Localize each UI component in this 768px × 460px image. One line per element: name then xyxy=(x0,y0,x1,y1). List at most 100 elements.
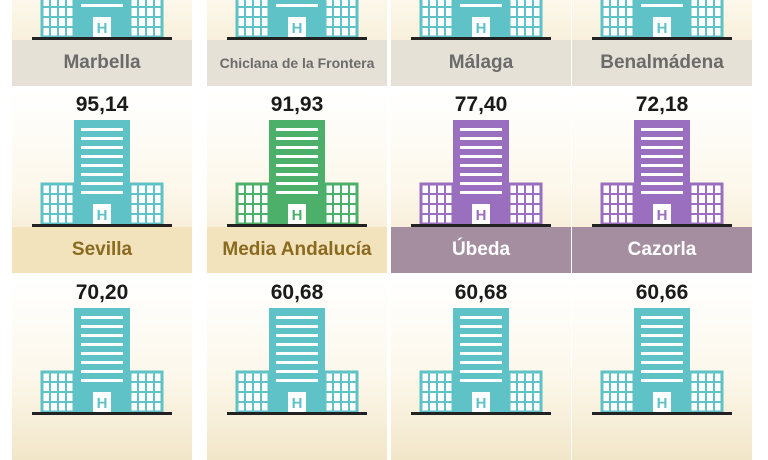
side-wing xyxy=(40,182,76,226)
window-stripe xyxy=(276,146,318,149)
door xyxy=(93,17,111,37)
value-label: 91,93 xyxy=(270,93,324,116)
side-wing xyxy=(419,0,455,39)
hotel-building-icon: H xyxy=(235,308,359,414)
ground-line xyxy=(592,412,732,415)
window-stripe xyxy=(641,316,683,319)
ground-line xyxy=(411,37,551,40)
window-stripe xyxy=(276,173,318,176)
door xyxy=(653,204,671,224)
hotel-building-icon: H xyxy=(419,0,543,39)
hotel-building-icon: H xyxy=(235,0,359,39)
side-wing xyxy=(688,182,724,226)
window-stripe xyxy=(276,334,318,337)
value-label: 60,68 xyxy=(454,281,508,304)
building-graphic: H xyxy=(419,308,543,414)
city-label: Marbella xyxy=(12,40,192,86)
window-stripe xyxy=(460,146,502,149)
city-cell: H 70,20 xyxy=(12,280,192,460)
side-wing xyxy=(688,0,724,39)
side-wing xyxy=(128,182,164,226)
hotel-building-icon: H xyxy=(40,120,164,226)
window-stripe xyxy=(276,4,318,7)
ground-line xyxy=(411,412,551,415)
building-graphic: H xyxy=(40,0,164,39)
window-stripe xyxy=(276,370,318,373)
side-wing xyxy=(235,182,271,226)
hotel-h-icon: H xyxy=(657,207,668,224)
ground-line xyxy=(411,224,551,227)
building-graphic: H xyxy=(419,120,543,226)
building-graphic: H xyxy=(235,120,359,226)
window-stripe xyxy=(81,361,123,364)
value-label: 77,40 xyxy=(454,93,508,116)
side-wing xyxy=(507,0,543,39)
city-label: Sevilla xyxy=(12,227,192,273)
city-cell: H 60,68 xyxy=(391,280,571,460)
window-stripe xyxy=(460,173,502,176)
city-cell: H 60,66 xyxy=(572,280,752,460)
window-stripe xyxy=(276,191,318,194)
window-stripe xyxy=(460,164,502,167)
city-cell: H 91,93 Media Andalucía xyxy=(207,92,387,273)
window-stripe xyxy=(460,343,502,346)
side-wing xyxy=(323,0,359,39)
side-wing xyxy=(419,370,455,414)
window-stripe xyxy=(460,325,502,328)
ground-line xyxy=(592,224,732,227)
window-stripe xyxy=(81,137,123,140)
hotel-building-icon: H xyxy=(600,308,724,414)
ground-line xyxy=(32,224,172,227)
window-stripe xyxy=(460,352,502,355)
window-stripe xyxy=(460,379,502,382)
door xyxy=(288,392,306,412)
door xyxy=(93,204,111,224)
side-wing xyxy=(323,182,359,226)
window-stripe xyxy=(460,155,502,158)
window-stripe xyxy=(460,4,502,7)
window-stripe xyxy=(641,146,683,149)
hotel-building-icon: H xyxy=(40,0,164,39)
ground-line xyxy=(227,412,367,415)
city-cell: H Chiclana de la Frontera xyxy=(207,0,387,86)
side-wing xyxy=(507,182,543,226)
window-stripe xyxy=(641,4,683,7)
door xyxy=(472,17,490,37)
window-stripe xyxy=(460,137,502,140)
building-graphic: H xyxy=(40,120,164,226)
value-label: 72,18 xyxy=(635,93,689,116)
side-wing xyxy=(40,370,76,414)
window-stripe xyxy=(276,379,318,382)
side-wing xyxy=(419,182,455,226)
window-stripe xyxy=(81,164,123,167)
hotel-building-icon: H xyxy=(419,120,543,226)
hotel-h-icon: H xyxy=(292,395,303,412)
window-stripe xyxy=(81,379,123,382)
city-label: Chiclana de la Frontera xyxy=(207,40,387,86)
ground-line xyxy=(32,37,172,40)
window-stripe xyxy=(460,334,502,337)
city-cell: H 60,68 xyxy=(207,280,387,460)
window-stripe xyxy=(81,316,123,319)
side-wing xyxy=(600,370,636,414)
window-stripe xyxy=(641,325,683,328)
window-stripe xyxy=(81,352,123,355)
window-stripe xyxy=(641,182,683,185)
door xyxy=(653,17,671,37)
window-stripe xyxy=(276,182,318,185)
city-label: Málaga xyxy=(391,40,571,86)
window-stripe xyxy=(81,146,123,149)
hotel-h-icon: H xyxy=(657,20,668,37)
hotel-h-icon: H xyxy=(292,207,303,224)
window-stripe xyxy=(81,182,123,185)
side-wing xyxy=(128,0,164,39)
window-stripe xyxy=(276,352,318,355)
hotel-h-icon: H xyxy=(292,20,303,37)
hotel-h-icon: H xyxy=(97,395,108,412)
value-label: 95,14 xyxy=(75,93,129,116)
hotel-h-icon: H xyxy=(476,395,487,412)
ground-line xyxy=(227,224,367,227)
window-stripe xyxy=(641,343,683,346)
city-cell: H Málaga xyxy=(391,0,571,86)
building-graphic: H xyxy=(419,0,543,39)
